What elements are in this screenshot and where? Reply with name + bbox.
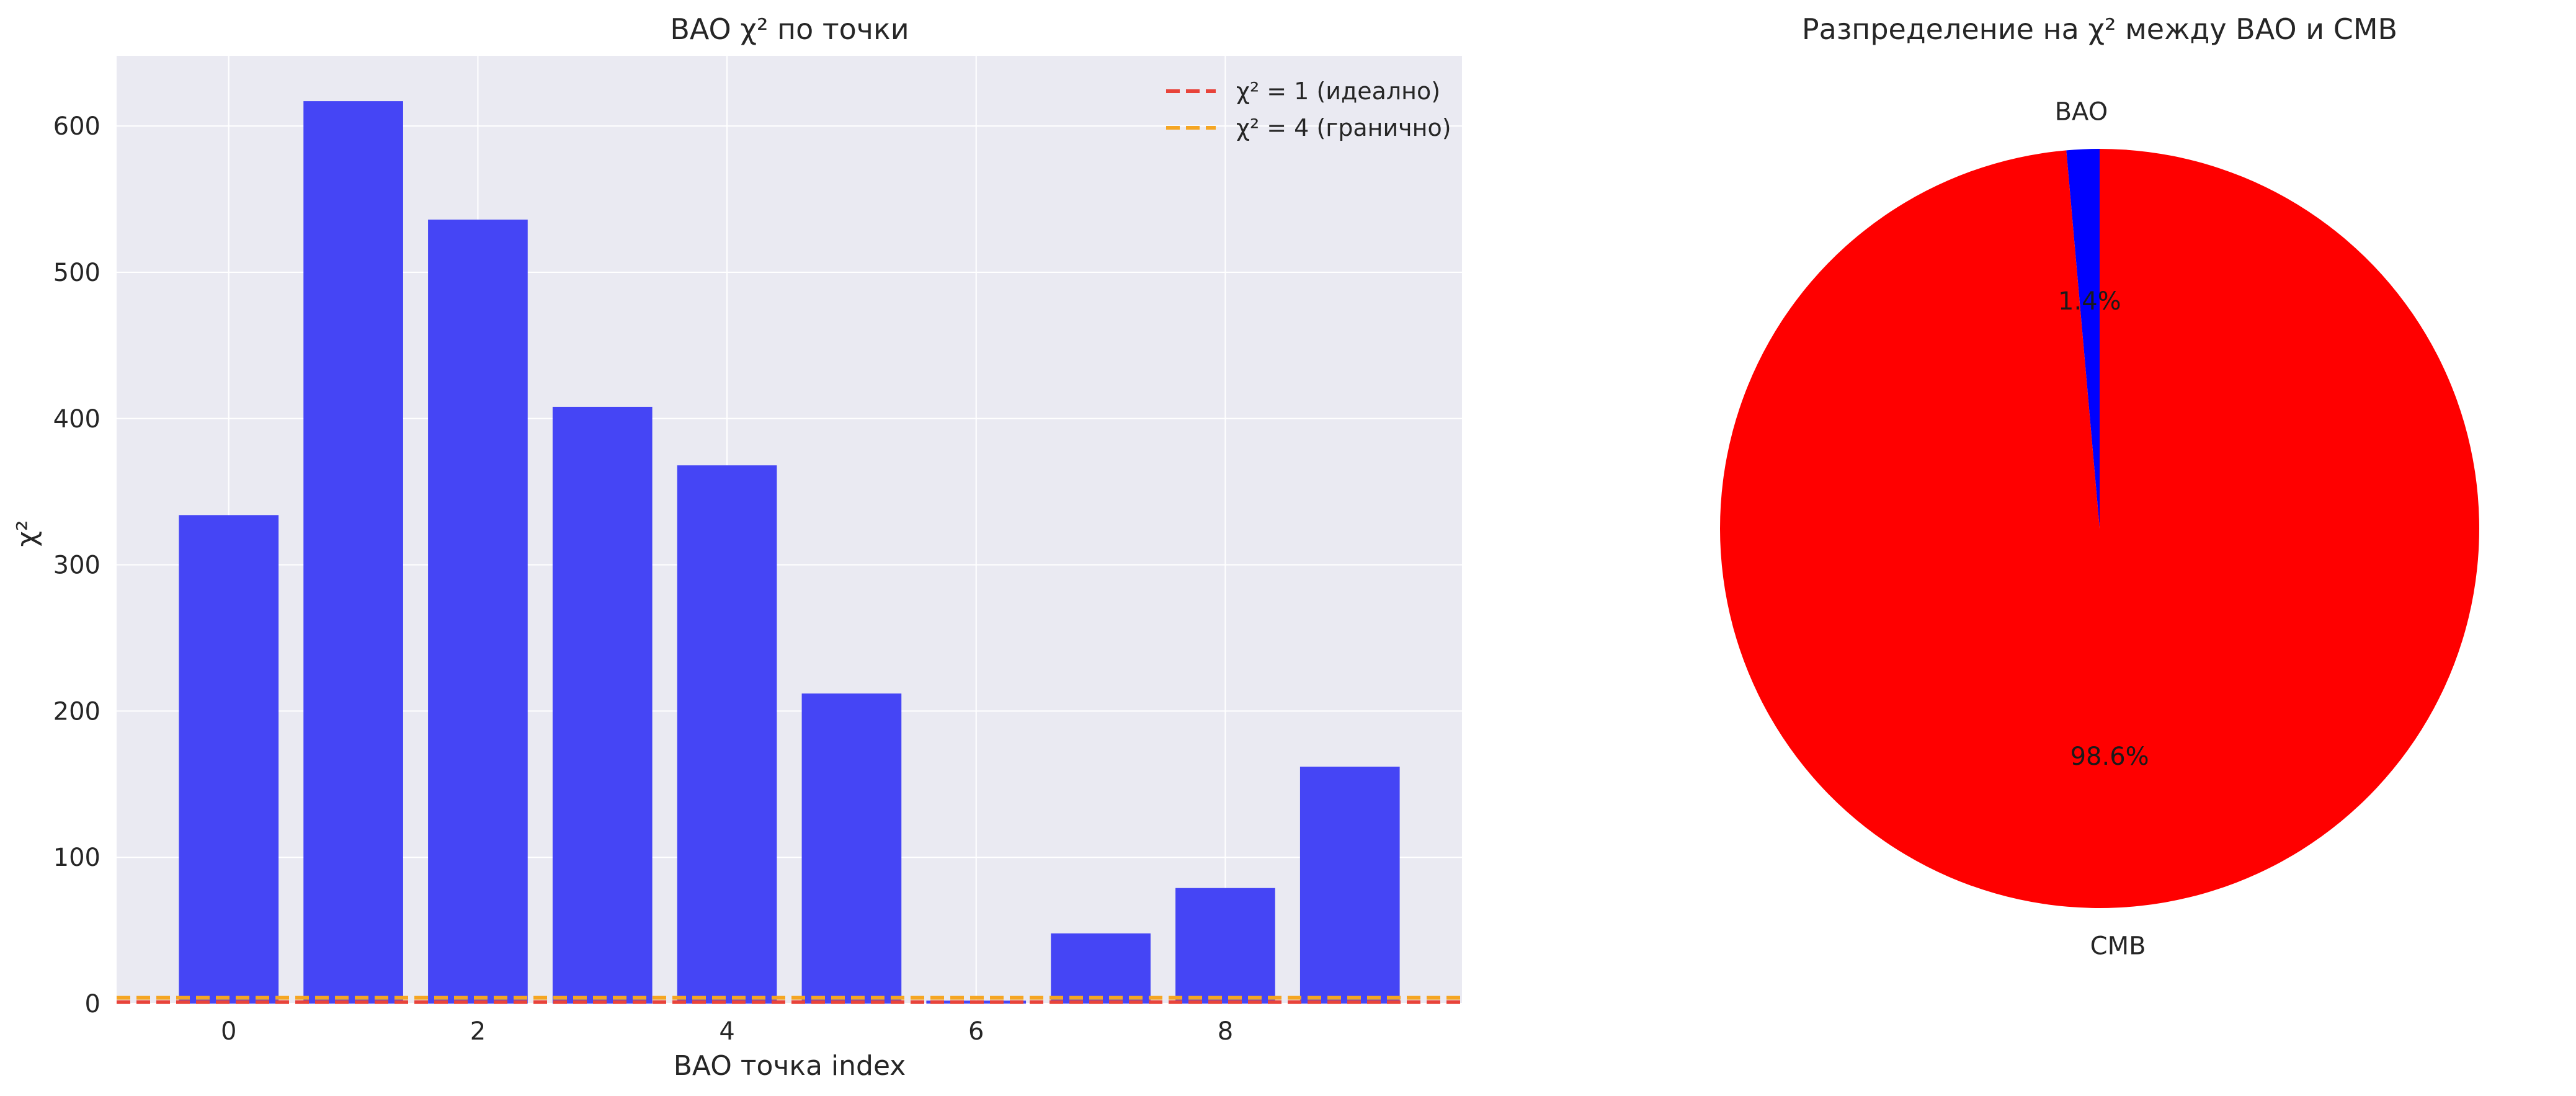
legend-label-chi2-1: χ² = 1 (идеално) bbox=[1236, 78, 1440, 105]
bar-8 bbox=[1175, 888, 1275, 1004]
pie-pct-bao: 1.4% bbox=[2058, 287, 2121, 316]
y-tick-label: 100 bbox=[53, 844, 100, 872]
y-tick-label: 0 bbox=[85, 990, 100, 1018]
y-tick-label: 400 bbox=[53, 405, 100, 434]
pie-pct-cmb: 98.6% bbox=[2070, 742, 2149, 771]
legend-label-chi2-4: χ² = 4 (гранично) bbox=[1236, 114, 1451, 141]
y-tick-label: 200 bbox=[53, 697, 100, 726]
pie-chart-slices bbox=[1720, 149, 2480, 909]
pie-slice-cmb bbox=[1720, 149, 2480, 909]
bar-5 bbox=[801, 693, 902, 1004]
pie-label-cmb: CMB bbox=[2090, 932, 2146, 961]
bar-chart-title: BAO χ² по точки bbox=[670, 12, 909, 46]
pie-slice-bao bbox=[2066, 149, 2100, 528]
y-tick-label: 500 bbox=[53, 259, 100, 287]
bar-chart-y-ticks: 0 100 200 300 400 500 600 bbox=[53, 112, 100, 1018]
x-tick-label: 4 bbox=[719, 1017, 734, 1046]
bar-chart-bars bbox=[179, 101, 1400, 1004]
pie-chart: Разпределение на χ² между BAO и CMB BAO 1… bbox=[1720, 12, 2480, 961]
bar-chart-x-label: BAO точка index bbox=[674, 1050, 906, 1082]
pie-label-bao: BAO bbox=[2055, 97, 2108, 126]
bar-7 bbox=[1051, 933, 1151, 1004]
bar-3 bbox=[552, 406, 653, 1004]
bar-1 bbox=[303, 101, 403, 1004]
pie-chart-labels: BAO 1.4% CMB 98.6% bbox=[2055, 97, 2149, 960]
bar-2 bbox=[428, 220, 528, 1004]
bar-chart-x-ticks: 0 2 4 6 8 bbox=[221, 1017, 1233, 1046]
bar-0 bbox=[179, 515, 279, 1004]
x-tick-label: 2 bbox=[470, 1017, 486, 1046]
bar-chart-legend: χ² = 1 (идеално) χ² = 4 (гранично) bbox=[1166, 78, 1451, 141]
y-tick-label: 300 bbox=[53, 551, 100, 580]
pie-chart-title: Разпределение на χ² между BAO и CMB bbox=[1802, 12, 2397, 46]
bar-chart: 0 2 4 6 8 0 100 200 300 400 500 600 BAO χ² по точк… bbox=[11, 12, 1462, 1082]
x-tick-label: 0 bbox=[221, 1017, 236, 1046]
bar-4 bbox=[677, 465, 777, 1004]
x-tick-label: 6 bbox=[968, 1017, 984, 1046]
bar-chart-y-label: χ² bbox=[11, 520, 43, 546]
y-tick-label: 600 bbox=[53, 112, 100, 141]
bar-chart-reference-lines bbox=[117, 996, 1462, 1004]
bar-9 bbox=[1299, 767, 1400, 1004]
x-tick-label: 8 bbox=[1218, 1017, 1233, 1046]
